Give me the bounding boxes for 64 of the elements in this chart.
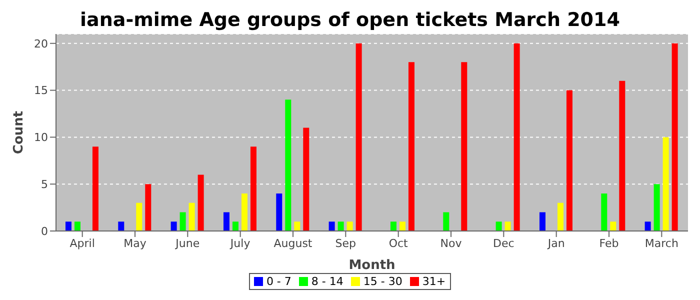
x-tick-label: May	[124, 236, 147, 250]
bar	[65, 222, 72, 231]
x-tick-label: March	[644, 236, 678, 250]
bar	[241, 193, 248, 231]
bar	[390, 222, 396, 231]
x-tick-label: August	[274, 236, 313, 250]
y-axis-title: Count	[12, 110, 27, 154]
bar	[328, 222, 335, 231]
bar	[276, 193, 282, 231]
bar	[399, 222, 406, 231]
bar	[294, 222, 300, 231]
bar	[557, 202, 564, 231]
x-tick-label: April	[70, 236, 95, 250]
x-tick-label: Jan	[546, 236, 565, 250]
bar	[644, 222, 651, 231]
bar	[610, 222, 616, 231]
chart-title: iana-mime Age groups of open tickets March 2014	[79, 8, 621, 32]
legend-label: 8 - 14	[310, 275, 344, 288]
legend-label: 31+	[421, 275, 446, 288]
bar	[303, 128, 310, 231]
x-axis-title: Month	[348, 258, 396, 273]
x-tick-label: Sep	[335, 236, 356, 250]
bar	[250, 146, 256, 231]
bar	[654, 184, 660, 231]
bar	[285, 100, 292, 231]
x-tick-label: Dec	[493, 236, 514, 250]
bar	[461, 62, 468, 231]
bar	[539, 212, 546, 231]
bar	[356, 43, 362, 231]
bar	[566, 90, 572, 231]
x-tick-label: June	[174, 236, 200, 250]
bar	[619, 80, 626, 231]
bar	[662, 137, 669, 231]
legend-label: 15 - 30	[362, 275, 402, 288]
x-tick-label: July	[229, 236, 251, 250]
bar	[514, 43, 520, 231]
bar	[198, 174, 204, 231]
bar	[504, 222, 511, 231]
y-tick-label: 0	[41, 224, 48, 238]
bar	[170, 222, 177, 231]
y-tick-label: 15	[34, 84, 48, 98]
legend-label: 0 - 7	[265, 275, 292, 288]
bar	[118, 222, 124, 231]
y-tick-label: 10	[34, 131, 48, 144]
y-tick-label: 5	[41, 178, 48, 191]
bar	[346, 222, 353, 231]
bar	[338, 222, 344, 231]
bar	[496, 222, 502, 231]
bar	[672, 43, 678, 231]
bar	[223, 212, 230, 231]
bar	[145, 184, 152, 231]
bar	[74, 222, 80, 231]
bar	[601, 193, 608, 231]
bar	[232, 222, 238, 231]
bar	[92, 146, 98, 231]
bar	[180, 212, 186, 231]
x-tick-label: Feb	[599, 236, 619, 250]
y-tick-label: 20	[34, 37, 48, 50]
bar	[443, 212, 450, 231]
x-tick-label: Oct	[388, 236, 409, 250]
bar	[136, 202, 142, 231]
bar	[188, 202, 195, 231]
bar	[408, 62, 414, 231]
x-tick-label: Nov	[440, 236, 462, 250]
